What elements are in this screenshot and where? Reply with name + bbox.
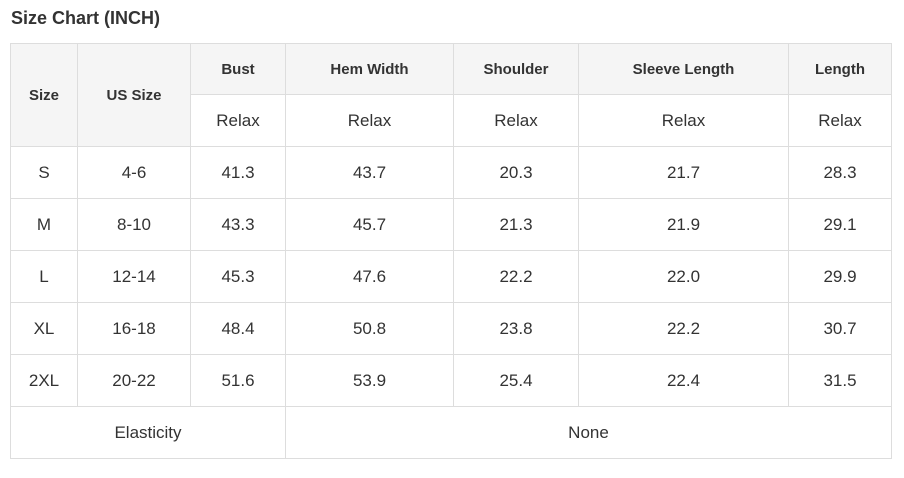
- measurement-cell: 53.9: [285, 354, 454, 407]
- measurement-cell: 21.3: [453, 198, 579, 251]
- table-row: S 4-6 41.3 43.7 20.3 21.7 28.3: [10, 146, 892, 199]
- col-header-hem-width: Hem Width: [285, 43, 454, 95]
- fit-cell-hem-width: Relax: [285, 94, 454, 147]
- size-rows: S 4-6 41.3 43.7 20.3 21.7 28.3 M 8-10 43.3 45.7 21.…: [10, 146, 892, 407]
- measurement-cell: 22.0: [578, 250, 789, 303]
- measurement-cell: 29.9: [788, 250, 892, 303]
- measurement-cell: 28.3: [788, 146, 892, 199]
- col-header-us-size: US Size: [77, 43, 191, 147]
- table-row: M 8-10 43.3 45.7 21.3 21.9 29.1: [10, 198, 892, 251]
- table-row: XL 16-18 48.4 50.8 23.8 22.2 30.7: [10, 302, 892, 355]
- header-row: Size US Size Bust Hem Width Shoulder Sle…: [10, 43, 892, 147]
- col-header-shoulder: Shoulder: [453, 43, 579, 95]
- measurement-cell: 21.7: [578, 146, 789, 199]
- us-size-cell: 4-6: [77, 146, 191, 199]
- us-size-cell: 20-22: [77, 354, 191, 407]
- measurement-cell: 22.4: [578, 354, 789, 407]
- page-title: Size Chart (INCH): [11, 8, 161, 28]
- measurement-cell: 47.6: [285, 250, 454, 303]
- fit-cell-shoulder: Relax: [453, 94, 579, 147]
- measurement-cell: 51.6: [190, 354, 286, 407]
- col-header-length: Length: [788, 43, 892, 95]
- fit-row: Relax Relax Relax Relax Relax: [11, 94, 892, 147]
- fit-cell-sleeve-length: Relax: [578, 94, 789, 147]
- measurement-cell: 29.1: [788, 198, 892, 251]
- col-header-size: Size: [10, 43, 78, 147]
- measurement-cell: 23.8: [453, 302, 579, 355]
- fit-cell-length: Relax: [788, 94, 892, 147]
- elasticity-label: Elasticity: [10, 406, 286, 459]
- size-cell: S: [10, 146, 78, 199]
- us-size-cell: 12-14: [77, 250, 191, 303]
- table-row: L 12-14 45.3 47.6 22.2 22.0 29.9: [10, 250, 892, 303]
- fit-cell-bust: Relax: [190, 94, 286, 147]
- measurement-cell: 20.3: [453, 146, 579, 199]
- measurement-cell: 30.7: [788, 302, 892, 355]
- measurement-cell: 43.3: [190, 198, 286, 251]
- measurement-cell: 22.2: [578, 302, 789, 355]
- measurement-cell: 21.9: [578, 198, 789, 251]
- col-header-bust: Bust: [190, 43, 286, 95]
- measurement-cell: 25.4: [453, 354, 579, 407]
- measurement-cell: 45.3: [190, 250, 286, 303]
- measurement-cell: 50.8: [285, 302, 454, 355]
- elasticity-row: Elasticity None: [10, 406, 892, 459]
- size-cell: 2XL: [10, 354, 78, 407]
- measurement-cell: 22.2: [453, 250, 579, 303]
- measurement-cell: 43.7: [285, 146, 454, 199]
- size-cell: L: [10, 250, 78, 303]
- size-cell: M: [10, 198, 78, 251]
- us-size-cell: 8-10: [77, 198, 191, 251]
- elasticity-value: None: [285, 406, 892, 459]
- table-row: 2XL 20-22 51.6 53.9 25.4 22.4 31.5: [10, 354, 892, 407]
- us-size-cell: 16-18: [77, 302, 191, 355]
- measurement-cell: 48.4: [190, 302, 286, 355]
- measurement-cell: 41.3: [190, 146, 286, 199]
- measurement-cell: 31.5: [788, 354, 892, 407]
- size-cell: XL: [10, 302, 78, 355]
- measurement-cell: 45.7: [285, 198, 454, 251]
- size-chart-table: Size US Size Bust Hem Width Shoulder Sle…: [10, 43, 892, 459]
- col-header-sleeve-length: Sleeve Length: [578, 43, 789, 95]
